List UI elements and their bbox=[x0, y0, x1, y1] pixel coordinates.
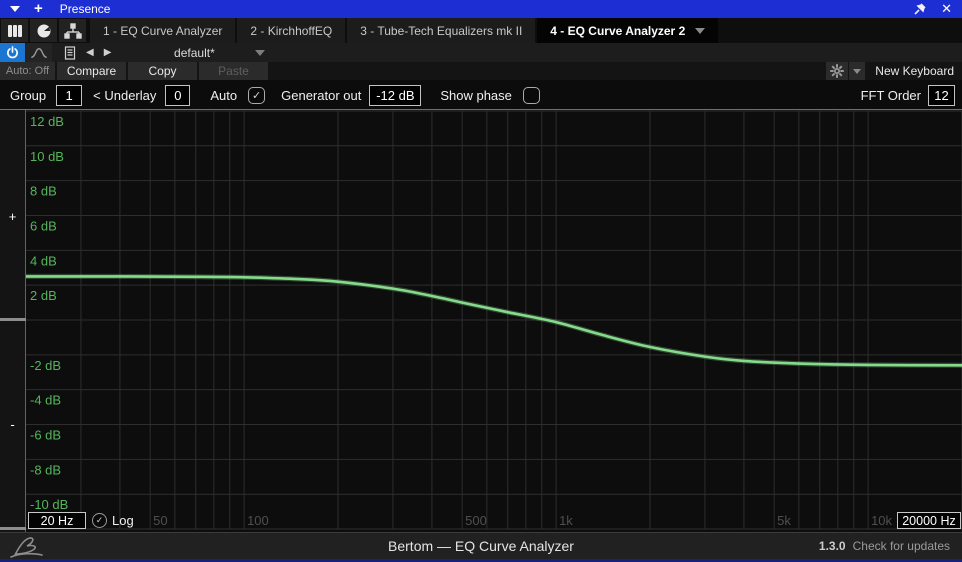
plugin-toolbar: ◀ ▶ default* bbox=[0, 43, 962, 62]
close-icon[interactable]: ✕ bbox=[941, 1, 952, 16]
pie-icon bbox=[37, 24, 50, 37]
generator-out-label: Generator out bbox=[281, 87, 362, 103]
fft-order-field[interactable]: 12 bbox=[928, 84, 955, 106]
columns-icon bbox=[7, 24, 22, 37]
window-menu-caret-icon[interactable] bbox=[10, 6, 20, 12]
preset-name: default* bbox=[174, 45, 215, 60]
tab-label: 1 - EQ Curve Analyzer bbox=[103, 23, 223, 38]
compare-toolbar: Auto: Off Compare Copy Paste New Keyboar… bbox=[0, 62, 962, 80]
preset-file-button[interactable] bbox=[64, 45, 76, 60]
zoom-in-button[interactable]: + bbox=[8, 209, 17, 224]
x-axis-tick-label: 100 bbox=[247, 513, 269, 528]
auto-checkbox[interactable]: ✓ bbox=[248, 86, 266, 104]
layout-columns-button[interactable] bbox=[1, 19, 28, 42]
y-axis-tick-label: 12 dB bbox=[30, 114, 64, 129]
y-axis-tick-label: -8 dB bbox=[30, 462, 61, 477]
x-axis-tick-label: 5k bbox=[777, 513, 791, 528]
preset-dropdown[interactable]: default* bbox=[119, 46, 269, 60]
bottom-divider bbox=[0, 527, 26, 530]
paste-button[interactable]: Paste bbox=[199, 62, 268, 80]
eq-response-curve bbox=[26, 275, 962, 367]
x-axis-tick-label: 10k bbox=[871, 513, 892, 528]
analyzer-graph: + - 12 dB 10 dB 8 dB 6 dB 4 dB 2 dB -2 dB -4 dB… bbox=[0, 109, 962, 533]
tree-icon bbox=[63, 22, 82, 39]
preset-caret-icon bbox=[255, 49, 266, 56]
y-axis-tick-label: 4 dB bbox=[30, 253, 57, 268]
auto-off-button[interactable]: Auto: Off bbox=[0, 62, 55, 80]
tab-1[interactable]: 1 - EQ Curve Analyzer bbox=[90, 18, 236, 43]
tab-label: 3 - Tube-Tech Equalizers mk II bbox=[360, 23, 523, 38]
y-axis-tick-label: -10 dB bbox=[30, 497, 68, 512]
db-zoom-strip: + - bbox=[0, 110, 26, 533]
add-tab-icon[interactable]: + bbox=[34, 0, 43, 17]
zoom-out-button[interactable]: - bbox=[10, 417, 15, 432]
tab-4[interactable]: 4 - EQ Curve Analyzer 2 bbox=[537, 18, 719, 43]
title-bar: + Presence ✕ bbox=[0, 0, 962, 18]
tab-label: 4 - EQ Curve Analyzer 2 bbox=[550, 23, 686, 38]
x-axis-tick-label: 50 bbox=[153, 513, 167, 528]
settings-caret-button[interactable] bbox=[849, 62, 866, 80]
x-axis-tick-label: 500 bbox=[465, 513, 487, 528]
log-checkbox[interactable]: ✓ bbox=[92, 513, 107, 528]
tab-2[interactable]: 2 - KirchhoffEQ bbox=[237, 18, 346, 43]
generator-out-field[interactable]: -12 dB bbox=[369, 84, 422, 106]
y-axis-tick-label: -2 dB bbox=[30, 358, 61, 373]
show-phase-label: Show phase bbox=[440, 87, 512, 103]
tab-bar: 1 - EQ Curve Analyzer 2 - KirchhoffEQ 3 - … bbox=[0, 18, 962, 43]
group-value-field[interactable]: 1 bbox=[56, 84, 83, 106]
zero-db-divider bbox=[0, 318, 26, 321]
gear-icon bbox=[830, 64, 845, 78]
footer-brand: Bertom — EQ Curve Analyzer bbox=[388, 538, 574, 554]
check-updates-link[interactable]: Check for updates bbox=[852, 539, 950, 553]
copy-button[interactable]: Copy bbox=[128, 62, 197, 80]
prev-preset-button[interactable]: ◀ bbox=[86, 47, 94, 58]
chevron-down-icon bbox=[853, 68, 862, 74]
fft-order-label: FFT Order bbox=[860, 87, 921, 103]
tab-caret-icon[interactable] bbox=[695, 27, 706, 34]
document-icon bbox=[64, 45, 76, 60]
pin-icon[interactable] bbox=[913, 2, 927, 16]
y-axis-tick-label: -4 dB bbox=[30, 393, 61, 408]
underlay-value-field[interactable]: 0 bbox=[165, 84, 191, 106]
eq-response-curve-glow bbox=[26, 273, 962, 368]
version-text: 1.3.0 bbox=[818, 539, 846, 553]
window-title: Presence bbox=[59, 2, 111, 16]
power-icon bbox=[7, 46, 18, 59]
curve-display-button[interactable] bbox=[26, 43, 52, 62]
group-label: Group bbox=[10, 87, 47, 103]
tab-list: 1 - EQ Curve Analyzer 2 - KirchhoffEQ 3 - … bbox=[90, 18, 720, 43]
y-axis-tick-label: -6 dB bbox=[30, 428, 61, 443]
next-preset-button[interactable]: ▶ bbox=[103, 47, 112, 58]
show-phase-checkbox[interactable] bbox=[522, 86, 540, 104]
x-axis-tick-label: 1k bbox=[559, 513, 573, 528]
tab-3[interactable]: 3 - Tube-Tech Equalizers mk II bbox=[347, 18, 536, 43]
plot-area[interactable]: 12 dB 10 dB 8 dB 6 dB 4 dB 2 dB -2 dB -4 dB -6 d… bbox=[26, 110, 962, 533]
bypass-power-button[interactable] bbox=[0, 43, 25, 62]
log-label: Log bbox=[112, 513, 134, 528]
bell-curve-icon bbox=[31, 47, 47, 58]
analyzer-controls: Group 1 < Underlay 0 Auto ✓ Generator ou… bbox=[0, 80, 962, 110]
y-axis-tick-label: 2 dB bbox=[30, 288, 57, 303]
y-axis-tick-label: 6 dB bbox=[30, 218, 57, 233]
analyzer-mode-button[interactable] bbox=[30, 19, 57, 42]
min-freq-field[interactable]: 20 Hz bbox=[28, 512, 86, 529]
underlay-label: < Underlay bbox=[93, 87, 157, 103]
bertom-logo-icon bbox=[10, 537, 43, 558]
auto-label: Auto bbox=[210, 87, 238, 103]
new-keyboard-button[interactable]: New Keyboard bbox=[875, 64, 954, 78]
footer-bar: Bertom — EQ Curve Analyzer 1.3.0 Check f… bbox=[0, 532, 962, 562]
y-axis-tick-label: 10 dB bbox=[30, 149, 64, 164]
log-scale-control: ✓ Log bbox=[92, 513, 134, 528]
y-axis-tick-label: 8 dB bbox=[30, 184, 57, 199]
max-freq-field[interactable]: 20000 Hz bbox=[897, 512, 961, 529]
tab-label: 2 - KirchhoffEQ bbox=[250, 23, 333, 38]
compare-button[interactable]: Compare bbox=[57, 62, 126, 80]
settings-button[interactable] bbox=[826, 62, 849, 80]
routing-button[interactable] bbox=[59, 19, 86, 42]
